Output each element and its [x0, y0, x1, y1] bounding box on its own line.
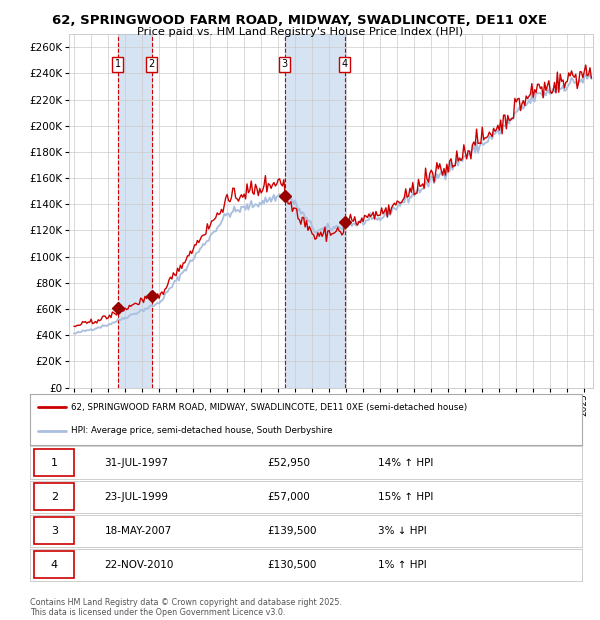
Text: £57,000: £57,000	[268, 492, 310, 502]
Text: £139,500: £139,500	[268, 526, 317, 536]
Text: 4: 4	[341, 59, 347, 69]
Text: 31-JUL-1997: 31-JUL-1997	[104, 458, 169, 467]
Text: 62, SPRINGWOOD FARM ROAD, MIDWAY, SWADLINCOTE, DE11 0XE: 62, SPRINGWOOD FARM ROAD, MIDWAY, SWADLI…	[52, 14, 548, 27]
Text: HPI: Average price, semi-detached house, South Derbyshire: HPI: Average price, semi-detached house,…	[71, 427, 333, 435]
Text: 4: 4	[51, 560, 58, 570]
Text: Contains HM Land Registry data © Crown copyright and database right 2025.: Contains HM Land Registry data © Crown c…	[30, 598, 342, 607]
Text: 14% ↑ HPI: 14% ↑ HPI	[378, 458, 433, 467]
Text: 15% ↑ HPI: 15% ↑ HPI	[378, 492, 433, 502]
Bar	[118, 34, 152, 388]
FancyBboxPatch shape	[34, 517, 74, 544]
Text: 3% ↓ HPI: 3% ↓ HPI	[378, 526, 427, 536]
Text: 23-JUL-1999: 23-JUL-1999	[104, 492, 169, 502]
FancyBboxPatch shape	[34, 551, 74, 578]
Text: 3: 3	[51, 526, 58, 536]
Text: £52,950: £52,950	[268, 458, 310, 467]
Text: 1: 1	[51, 458, 58, 467]
Text: 1: 1	[115, 59, 121, 69]
Text: 2: 2	[149, 59, 155, 69]
Bar	[284, 34, 344, 388]
Text: £130,500: £130,500	[268, 560, 317, 570]
Text: Price paid vs. HM Land Registry's House Price Index (HPI): Price paid vs. HM Land Registry's House …	[137, 27, 463, 37]
Text: 22-NOV-2010: 22-NOV-2010	[104, 560, 174, 570]
Text: 1% ↑ HPI: 1% ↑ HPI	[378, 560, 427, 570]
Text: 18-MAY-2007: 18-MAY-2007	[104, 526, 172, 536]
FancyBboxPatch shape	[34, 483, 74, 510]
Text: This data is licensed under the Open Government Licence v3.0.: This data is licensed under the Open Gov…	[30, 608, 286, 617]
FancyBboxPatch shape	[34, 449, 74, 476]
Text: 62, SPRINGWOOD FARM ROAD, MIDWAY, SWADLINCOTE, DE11 0XE (semi-detached house): 62, SPRINGWOOD FARM ROAD, MIDWAY, SWADLI…	[71, 403, 467, 412]
Text: 2: 2	[51, 492, 58, 502]
Text: 3: 3	[281, 59, 288, 69]
